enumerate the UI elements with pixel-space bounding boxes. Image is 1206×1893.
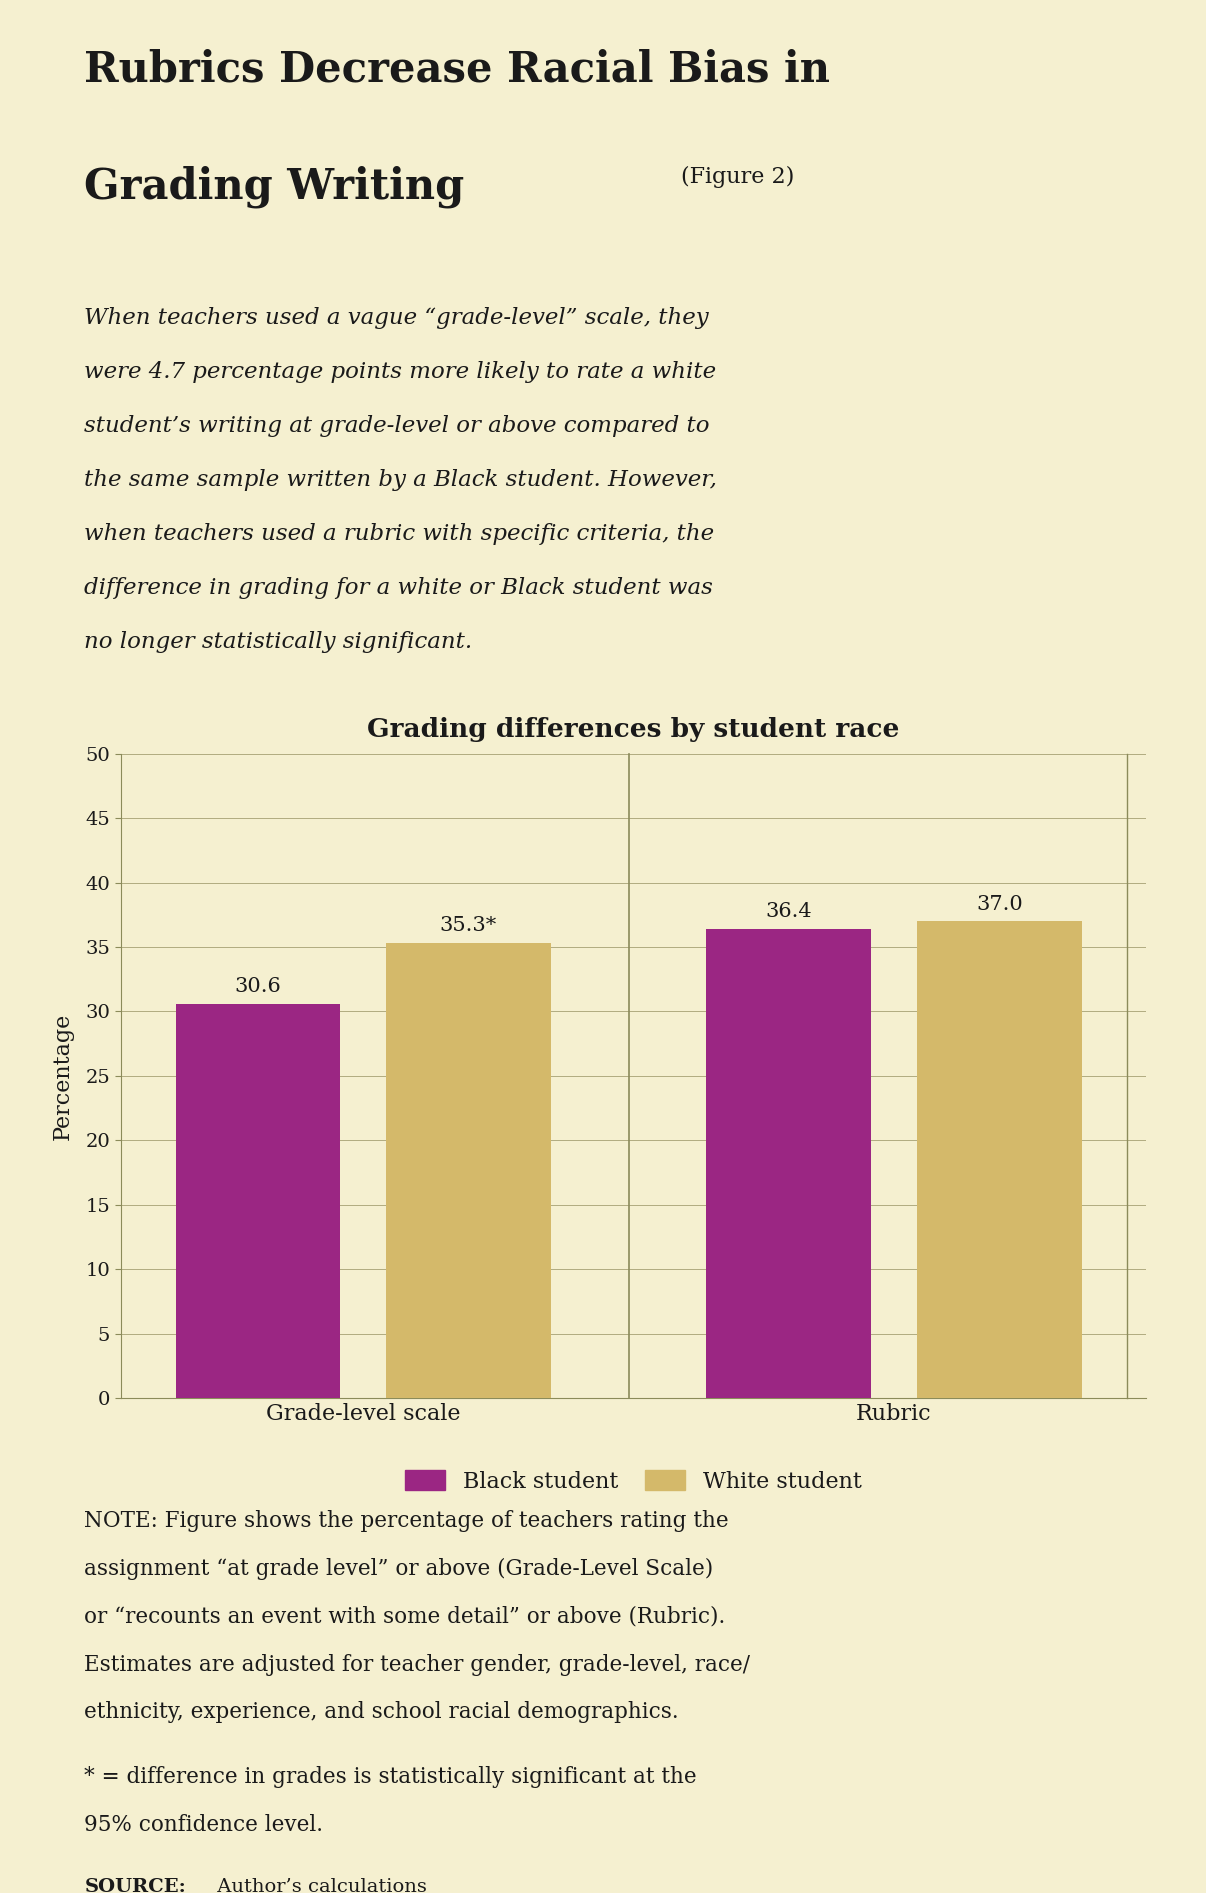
Text: no longer statistically significant.: no longer statistically significant. <box>84 630 473 653</box>
Legend: Black student, White student: Black student, White student <box>398 1463 868 1499</box>
Text: 95% confidence level.: 95% confidence level. <box>84 1813 323 1836</box>
Text: 30.6: 30.6 <box>234 977 281 996</box>
Text: Rubrics Decrease Racial Bias in: Rubrics Decrease Racial Bias in <box>84 49 831 91</box>
Text: NOTE: Figure shows the percentage of teachers rating the: NOTE: Figure shows the percentage of tea… <box>84 1511 730 1531</box>
Text: 35.3*: 35.3* <box>440 916 497 935</box>
Bar <box>386 943 551 1397</box>
Text: 37.0: 37.0 <box>976 895 1023 914</box>
Text: were 4.7 percentage points more likely to rate a white: were 4.7 percentage points more likely t… <box>84 362 716 384</box>
Text: difference in grading for a white or Black student was: difference in grading for a white or Bla… <box>84 577 713 598</box>
Text: SOURCE:: SOURCE: <box>84 1878 186 1893</box>
Title: Grading differences by student race: Grading differences by student race <box>367 717 900 742</box>
Text: assignment “at grade level” or above (Grade-Level Scale): assignment “at grade level” or above (Gr… <box>84 1558 714 1581</box>
Text: when teachers used a rubric with specific criteria, the: when teachers used a rubric with specifi… <box>84 522 714 545</box>
Text: Grading Writing: Grading Writing <box>84 167 464 208</box>
Bar <box>917 922 1082 1397</box>
Text: Author’s calculations: Author’s calculations <box>211 1878 427 1893</box>
Y-axis label: Percentage: Percentage <box>52 1013 75 1140</box>
Text: student’s writing at grade-level or above compared to: student’s writing at grade-level or abov… <box>84 415 710 437</box>
Text: When teachers used a vague “grade-level” scale, they: When teachers used a vague “grade-level”… <box>84 307 709 329</box>
Text: (Figure 2): (Figure 2) <box>681 167 795 187</box>
Text: the same sample written by a Black student. However,: the same sample written by a Black stude… <box>84 469 718 490</box>
Text: 36.4: 36.4 <box>766 903 812 922</box>
Text: * = difference in grades is statistically significant at the: * = difference in grades is statisticall… <box>84 1766 697 1789</box>
Text: Estimates are adjusted for teacher gender, grade-level, race/: Estimates are adjusted for teacher gende… <box>84 1654 750 1675</box>
Bar <box>707 929 871 1397</box>
Bar <box>176 1003 340 1397</box>
Text: ethnicity, experience, and school racial demographics.: ethnicity, experience, and school racial… <box>84 1702 679 1723</box>
Text: or “recounts an event with some detail” or above (Rubric).: or “recounts an event with some detail” … <box>84 1605 726 1628</box>
